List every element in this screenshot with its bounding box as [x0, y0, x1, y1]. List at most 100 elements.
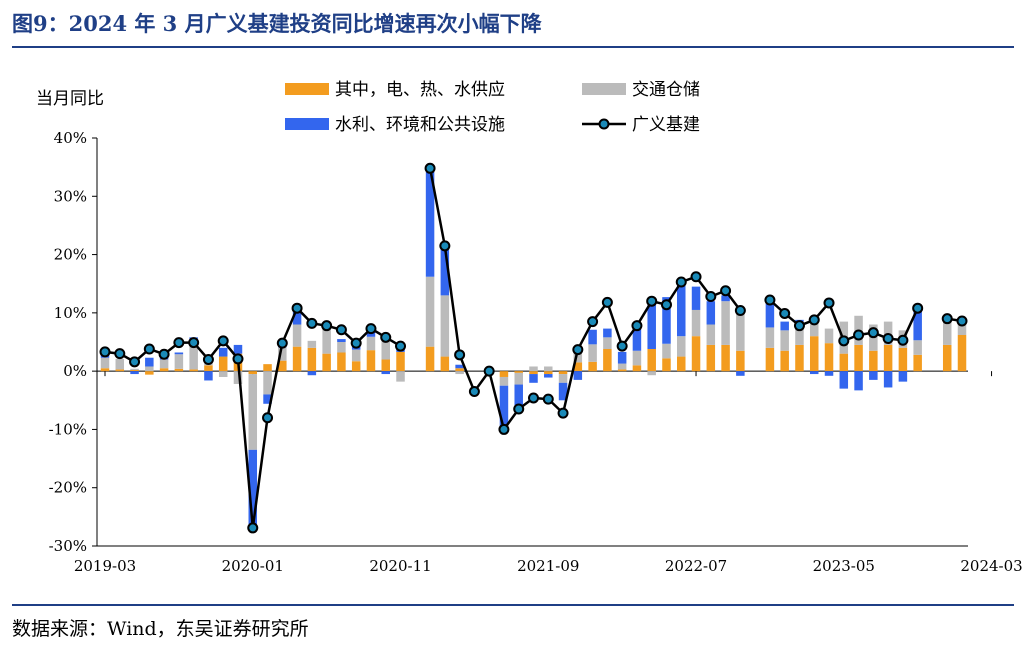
axes: 当月同比 -30% -20% -10% 0% 10% 20% 30% 40% 2019-03 202…	[36, 89, 1023, 575]
bar	[440, 245, 450, 296]
bar	[455, 364, 464, 369]
bar	[499, 376, 509, 386]
bar	[824, 343, 834, 372]
bar	[174, 368, 184, 372]
bar	[839, 353, 849, 372]
source-note: 数据来源：Wind，东吴证券研究所	[12, 618, 309, 640]
x-tick-label: 2022-07	[665, 557, 727, 575]
bar	[248, 374, 258, 450]
line-point	[173, 337, 185, 349]
line-point	[114, 348, 126, 360]
bar	[558, 382, 568, 401]
line-point	[779, 307, 791, 319]
bar	[573, 350, 583, 363]
bar	[100, 368, 110, 372]
legend-label: 交通仓储	[632, 80, 700, 100]
line-point	[202, 353, 214, 365]
bar	[736, 309, 745, 351]
legend-swatch	[285, 118, 329, 130]
bar	[765, 327, 775, 348]
bar	[573, 371, 583, 380]
x-tick-label: 2019-03	[74, 557, 136, 575]
bar	[809, 321, 819, 337]
legend-marker	[598, 118, 610, 130]
bar	[145, 371, 154, 375]
x-tick-label: 2023-05	[813, 557, 875, 575]
y-tick-label: -20%	[49, 479, 87, 497]
bar	[677, 356, 686, 372]
chart-title: 图9：2024 年 3 月广义基建投资同比增速再次小幅下降	[12, 11, 542, 36]
bar	[691, 286, 701, 310]
bar	[691, 336, 701, 372]
bar	[765, 298, 775, 328]
bar	[780, 321, 789, 331]
bar	[721, 295, 730, 302]
bar	[662, 358, 671, 372]
bar	[307, 347, 317, 372]
bar	[130, 369, 139, 372]
bars	[100, 168, 967, 532]
line-point	[808, 314, 820, 326]
bar	[632, 365, 642, 372]
bar	[706, 301, 716, 325]
bar	[396, 351, 405, 372]
bar	[204, 365, 213, 372]
bar	[514, 384, 523, 408]
bar	[588, 361, 597, 372]
x-tick-label: 2021-09	[517, 557, 579, 575]
bar	[351, 361, 361, 372]
bar	[115, 358, 125, 370]
bar	[809, 371, 819, 375]
bar	[617, 363, 627, 370]
line-point	[188, 337, 200, 349]
bar	[115, 369, 125, 372]
line-point	[99, 346, 111, 358]
y-tick-label: -30%	[49, 537, 87, 555]
line-point	[483, 365, 495, 377]
bar	[588, 329, 597, 345]
bar	[440, 356, 450, 372]
line-point	[601, 296, 613, 308]
bar	[529, 366, 538, 372]
bar	[292, 309, 302, 325]
bar	[529, 371, 538, 375]
line-point	[572, 344, 584, 356]
y-tick-label: 0%	[63, 362, 87, 380]
bar	[337, 352, 346, 372]
bar	[795, 321, 804, 345]
line-point	[675, 276, 687, 288]
bar	[499, 385, 509, 430]
bar	[263, 364, 272, 372]
bar	[603, 337, 612, 349]
line-point	[350, 337, 362, 349]
bar	[218, 371, 228, 377]
bar	[691, 309, 701, 337]
bar	[544, 371, 553, 375]
y-tick-label: 20%	[54, 246, 87, 264]
bar	[617, 351, 627, 364]
line-point	[439, 240, 451, 252]
legend-label: 其中，电、热、水供应	[335, 80, 505, 100]
bar	[322, 327, 331, 354]
bar	[795, 344, 804, 372]
bar	[159, 368, 169, 372]
line-point	[616, 340, 628, 352]
bar	[425, 276, 435, 347]
line-point	[956, 315, 968, 327]
line-point	[129, 356, 141, 368]
line-point	[306, 317, 318, 329]
bar	[204, 371, 213, 381]
line-point	[276, 337, 288, 349]
bar	[558, 374, 568, 383]
line-point	[232, 353, 244, 365]
bar	[558, 371, 568, 375]
bar	[307, 340, 317, 348]
y-tick-label: 10%	[54, 304, 87, 322]
bar	[130, 368, 139, 370]
bar	[632, 327, 642, 351]
bar	[233, 344, 243, 354]
bar	[440, 295, 450, 357]
bar	[780, 350, 789, 372]
line-point	[513, 403, 525, 415]
bar	[233, 371, 243, 384]
